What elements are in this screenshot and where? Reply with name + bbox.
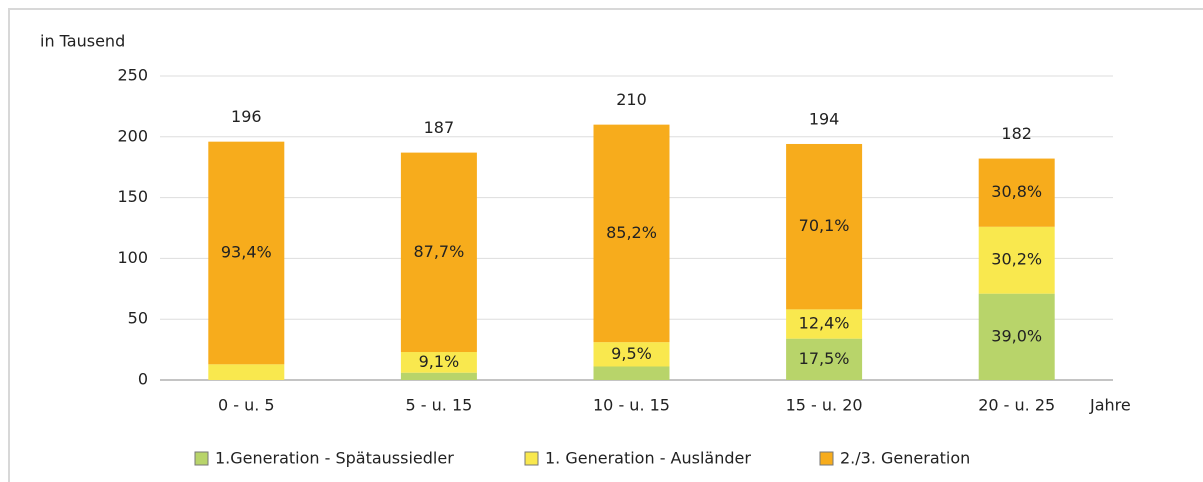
total-label: 187 <box>424 118 455 137</box>
x-tick-label: 0 - u. 5 <box>218 396 275 415</box>
x-tick-label: 20 - u. 25 <box>978 396 1055 415</box>
bar-segment <box>786 309 863 339</box>
share-label: 39,0% <box>991 326 1042 345</box>
y-tick-label: 100 <box>117 248 148 267</box>
bar-segment <box>786 338 863 380</box>
bar-segment <box>786 143 863 310</box>
share-label: 30,2% <box>991 250 1042 269</box>
x-tick-label: 10 - u. 15 <box>593 396 670 415</box>
total-label: 210 <box>616 90 647 109</box>
bar-segment <box>593 366 670 380</box>
bar-segment <box>400 152 477 353</box>
legend-swatch <box>819 451 834 466</box>
frame <box>8 8 1203 482</box>
bar-segment <box>400 372 477 380</box>
bar-segment <box>978 158 1055 227</box>
share-label: 87,7% <box>413 242 464 261</box>
total-label: 194 <box>809 109 840 128</box>
y-tick-label: 50 <box>128 309 148 328</box>
share-label: 17,5% <box>799 349 850 368</box>
share-label: 9,1% <box>419 352 460 371</box>
bar-segment <box>593 342 670 367</box>
x-axis-label: Jahre <box>1089 396 1131 415</box>
share-label: 85,2% <box>606 223 657 242</box>
bar-segment <box>978 293 1055 380</box>
x-tick-label: 5 - u. 15 <box>406 396 473 415</box>
legend-label: 2./3. Generation <box>840 449 970 468</box>
share-label: 30,8% <box>991 182 1042 201</box>
share-label: 93,4% <box>221 242 272 261</box>
bar-segment <box>208 364 285 380</box>
share-label: 12,4% <box>799 314 850 333</box>
total-label: 196 <box>231 107 262 126</box>
legend-label: 1.Generation - Spätaussiedler <box>215 449 454 468</box>
y-tick-label: 150 <box>117 187 148 206</box>
x-tick-label: 15 - u. 20 <box>786 396 863 415</box>
y-tick-label: 0 <box>138 370 148 389</box>
bar-segment <box>208 141 285 365</box>
bar-segment <box>978 226 1055 294</box>
bar-segment <box>593 124 670 343</box>
legend-swatch <box>524 451 539 466</box>
share-label: 9,5% <box>611 344 652 363</box>
legend-swatch <box>194 451 209 466</box>
legend-label: 1. Generation - Ausländer <box>545 449 751 468</box>
y-tick-label: 200 <box>117 126 148 145</box>
y-axis-label: in Tausend <box>40 32 125 51</box>
total-label: 182 <box>1001 124 1032 143</box>
share-label: 70,1% <box>799 216 850 235</box>
y-tick-label: 250 <box>117 66 148 85</box>
bar-segment <box>400 352 477 373</box>
